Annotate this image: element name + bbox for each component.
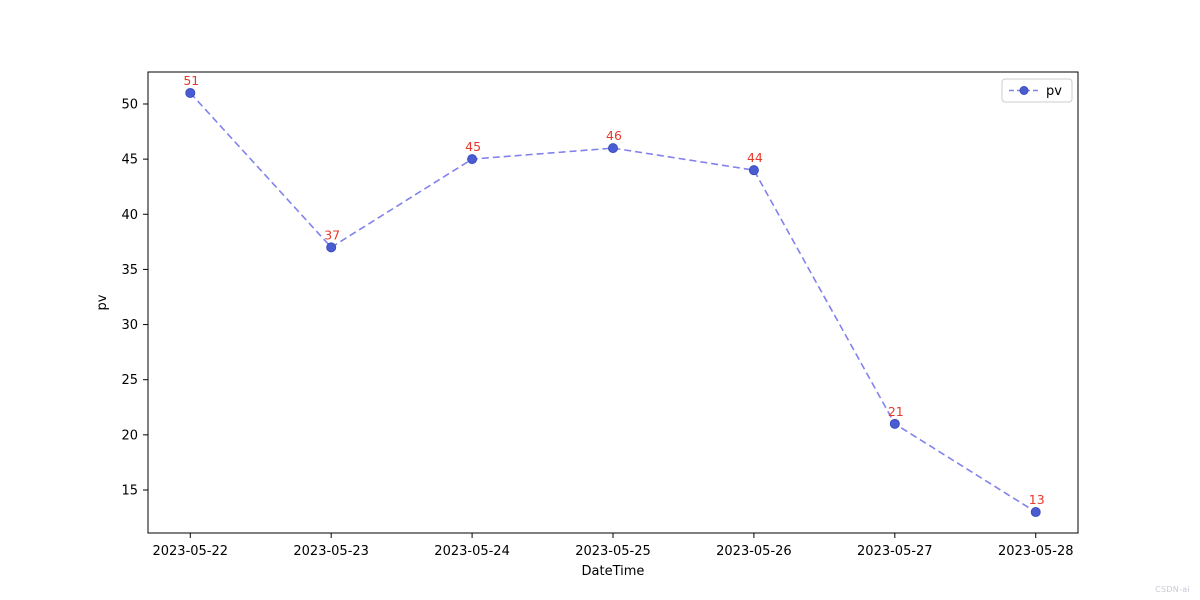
y-axis-title: pv — [95, 294, 110, 310]
data-point — [608, 143, 618, 154]
y-tick-label: 35 — [121, 263, 138, 278]
data-point — [748, 165, 759, 176]
y-tick-label: 15 — [121, 483, 138, 498]
y-tick-label: 30 — [121, 318, 138, 333]
y-tick-label: 45 — [121, 153, 138, 168]
data-label: 44 — [747, 150, 763, 165]
data-label: 13 — [1029, 492, 1045, 507]
x-tick-label: 2023-05-27 — [857, 544, 933, 559]
x-tick-label: 2023-05-23 — [293, 544, 369, 559]
x-tick-label: 2023-05-24 — [434, 544, 510, 559]
y-tick-label: 25 — [121, 373, 138, 388]
y-tick-label: 50 — [121, 97, 138, 112]
x-tick-label: 2023-05-22 — [152, 544, 228, 559]
legend-marker — [1019, 86, 1029, 95]
data-point — [467, 154, 478, 165]
x-tick-label: 2023-05-28 — [998, 544, 1074, 559]
watermark: CSDN-ai — [1155, 585, 1190, 594]
data-label: 45 — [465, 139, 481, 154]
x-axis-title: DateTime — [582, 564, 645, 579]
x-tick-label: 2023-05-26 — [716, 544, 792, 559]
series-line-pv — [189, 92, 1037, 513]
legend-label: pv — [1046, 84, 1062, 99]
data-point — [1030, 507, 1041, 518]
y-tick-label: 20 — [121, 428, 138, 443]
data-label: 37 — [324, 227, 340, 242]
data-label: 46 — [606, 128, 622, 143]
y-tick-label: 40 — [121, 208, 138, 223]
data-point — [326, 242, 337, 253]
data-label: 51 — [183, 73, 199, 88]
legend: pv — [1001, 78, 1073, 103]
data-label: 21 — [888, 404, 904, 419]
data-point — [185, 87, 196, 98]
x-tick-label: 2023-05-25 — [575, 544, 651, 559]
data-point — [889, 418, 900, 429]
